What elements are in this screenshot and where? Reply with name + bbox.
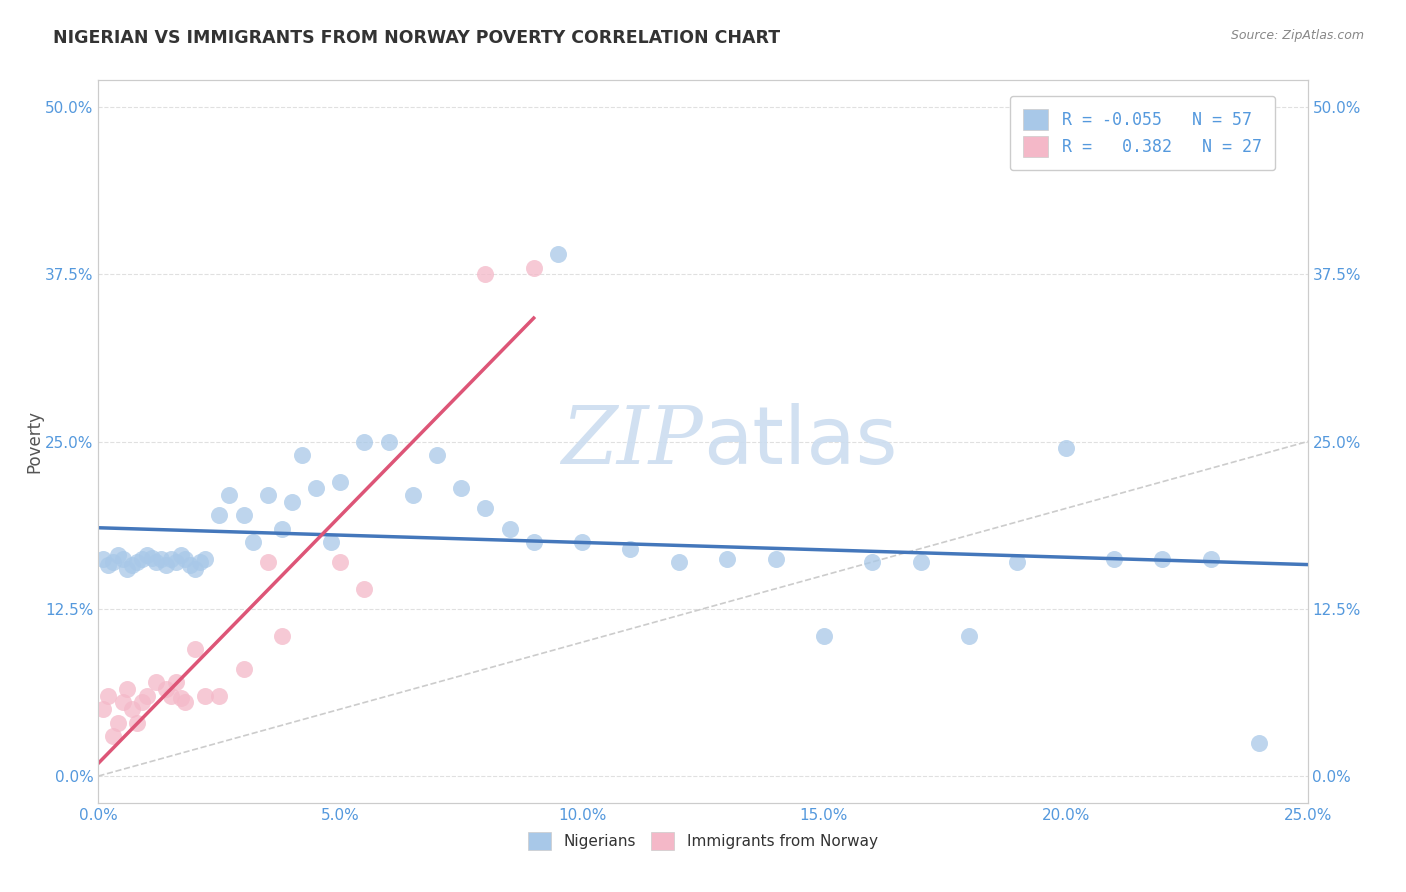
Text: atlas: atlas (703, 402, 897, 481)
Point (319, 535, 342, 549)
Point (150, 552, 173, 566)
Point (169, 691, 191, 706)
Point (290, 448, 312, 462)
Point (155, 681, 177, 696)
Point (523, 535, 546, 549)
Point (957, 629, 980, 643)
Point (184, 562, 207, 576)
Legend: Nigerians, Immigrants from Norway: Nigerians, Immigrants from Norway (523, 826, 883, 856)
Point (117, 681, 139, 696)
Point (91, 702, 114, 716)
Point (165, 555, 187, 569)
Point (329, 475, 352, 489)
Y-axis label: Poverty: Poverty (25, 410, 44, 473)
Point (145, 675, 167, 690)
Point (232, 508, 254, 523)
Point (121, 702, 143, 716)
Point (271, 629, 294, 643)
Point (107, 715, 129, 730)
Point (101, 555, 124, 569)
Point (179, 558, 201, 572)
Point (426, 448, 449, 462)
Point (97, 558, 120, 572)
Point (232, 662, 254, 676)
Point (174, 696, 197, 710)
Point (256, 555, 278, 569)
Point (329, 555, 352, 569)
Point (169, 548, 191, 563)
Point (184, 642, 207, 657)
Point (208, 689, 231, 703)
Point (111, 552, 134, 566)
Point (135, 689, 157, 703)
Point (271, 521, 294, 535)
Point (523, 260, 546, 275)
Point (619, 541, 641, 556)
Point (377, 434, 399, 449)
Point (910, 555, 932, 569)
Point (188, 555, 211, 569)
Point (256, 488, 278, 502)
Point (1152, 552, 1174, 566)
Point (127, 555, 149, 569)
Point (174, 552, 197, 566)
Point (135, 548, 157, 563)
Point (131, 552, 153, 566)
Point (160, 552, 183, 566)
Point (813, 629, 835, 643)
Point (242, 535, 264, 549)
Point (765, 552, 787, 566)
Text: Source: ZipAtlas.com: Source: ZipAtlas.com (1230, 29, 1364, 42)
Point (716, 552, 738, 566)
Point (127, 715, 149, 730)
Point (145, 555, 167, 569)
Point (305, 482, 328, 496)
Point (91, 552, 114, 566)
Point (97, 689, 120, 703)
Point (194, 552, 217, 566)
Point (353, 582, 375, 596)
Point (281, 494, 304, 508)
Point (194, 689, 217, 703)
Point (450, 482, 472, 496)
Point (547, 247, 569, 261)
Point (1102, 552, 1125, 566)
Point (117, 562, 139, 576)
Point (107, 548, 129, 563)
Point (131, 696, 153, 710)
Point (571, 535, 593, 549)
Point (165, 675, 187, 690)
Point (474, 501, 496, 516)
Point (1249, 735, 1271, 749)
Point (860, 555, 883, 569)
Point (141, 551, 163, 566)
Point (208, 508, 231, 523)
Point (402, 488, 425, 502)
Point (1199, 552, 1222, 566)
Point (111, 696, 134, 710)
Point (87, 836, 110, 850)
Text: NIGERIAN VS IMMIGRANTS FROM NORWAY POVERTY CORRELATION CHART: NIGERIAN VS IMMIGRANTS FROM NORWAY POVER… (53, 29, 780, 46)
Point (121, 558, 143, 572)
Point (1054, 442, 1077, 455)
Point (353, 434, 375, 449)
Point (668, 555, 690, 569)
Point (474, 268, 496, 282)
Text: ZIP: ZIP (561, 403, 703, 480)
Point (155, 558, 177, 572)
Point (218, 488, 240, 502)
Point (498, 521, 520, 535)
Point (160, 689, 183, 703)
Point (1007, 555, 1029, 569)
Point (101, 729, 124, 743)
